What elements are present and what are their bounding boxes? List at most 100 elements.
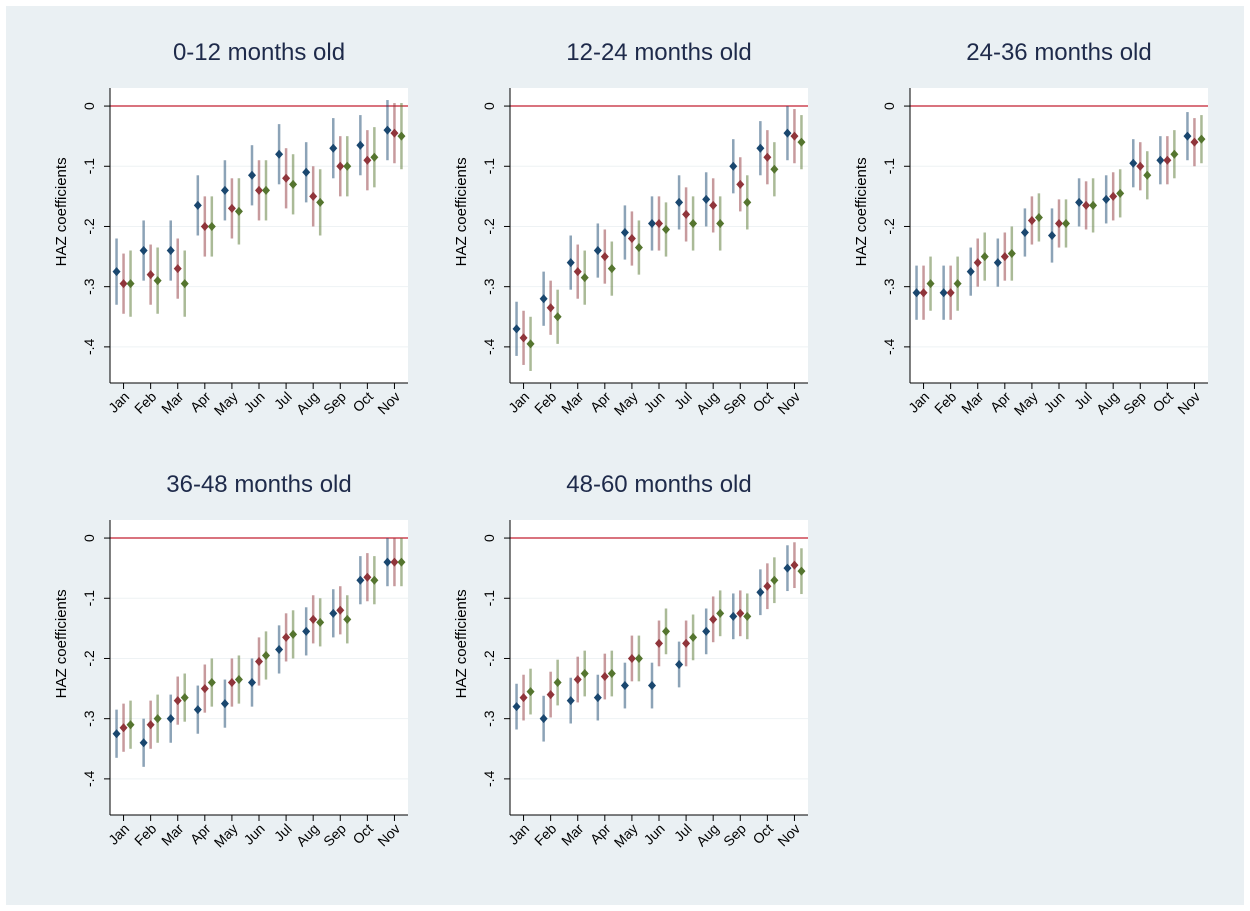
- point: [390, 557, 399, 567]
- point: [973, 258, 982, 268]
- y-tick-label: 0: [81, 102, 97, 110]
- point: [783, 128, 792, 138]
- point: [1075, 197, 1084, 207]
- point: [593, 693, 602, 703]
- point: [620, 681, 629, 691]
- point: [648, 681, 656, 691]
- panel-title: 24-36 months old: [966, 39, 1151, 66]
- point: [139, 246, 148, 256]
- point: [716, 218, 725, 228]
- point: [227, 678, 236, 688]
- point: [539, 294, 548, 304]
- y-axis-label: HAZ coefficients: [453, 157, 470, 266]
- point: [356, 575, 365, 585]
- y-tick-label: -.3: [81, 710, 97, 727]
- point: [193, 200, 202, 210]
- point: [682, 638, 691, 648]
- y-tick-label: -.4: [81, 770, 97, 787]
- point: [634, 653, 643, 663]
- point: [770, 164, 779, 174]
- point: [126, 279, 135, 289]
- point: [207, 221, 216, 231]
- point: [546, 303, 555, 313]
- point: [363, 572, 372, 582]
- y-tick-label: -.1: [81, 590, 97, 607]
- point: [519, 693, 528, 703]
- point: [166, 714, 175, 724]
- point: [939, 288, 948, 298]
- point: [620, 227, 629, 237]
- point: [112, 729, 121, 739]
- point: [926, 279, 935, 289]
- y-tick-label: -.2: [881, 218, 897, 235]
- point: [675, 197, 684, 207]
- point: [1034, 212, 1043, 222]
- point: [662, 224, 670, 234]
- panel-title: 36-48 months old: [166, 471, 351, 498]
- point: [262, 185, 270, 195]
- point: [220, 699, 229, 709]
- point: [736, 179, 745, 189]
- point: [980, 252, 989, 262]
- point: [702, 626, 711, 636]
- panel: 0-12 months old HAZ coefficients 0 -.1 -.2 -.…: [53, 39, 408, 418]
- point: [689, 632, 698, 642]
- y-tick-label: -.2: [481, 218, 497, 235]
- point: [1116, 188, 1125, 198]
- point: [790, 131, 799, 141]
- point: [783, 563, 792, 573]
- point: [675, 659, 684, 669]
- point: [702, 194, 711, 204]
- point: [797, 137, 806, 147]
- point: [1143, 170, 1152, 180]
- point: [309, 191, 318, 201]
- point: [539, 714, 548, 724]
- y-axis-label: HAZ coefficients: [453, 589, 470, 698]
- point: [648, 218, 656, 228]
- y-tick-label: -.2: [81, 650, 97, 667]
- point: [282, 173, 291, 183]
- y-tick-label: -.4: [81, 338, 97, 355]
- point: [689, 218, 698, 228]
- point: [173, 696, 182, 706]
- point: [566, 696, 575, 706]
- point: [343, 161, 352, 171]
- point: [682, 209, 691, 219]
- point: [593, 246, 602, 256]
- point: [1190, 137, 1199, 147]
- y-axis-label: HAZ coefficients: [53, 157, 70, 266]
- point: [146, 720, 155, 730]
- y-tick-label: -.2: [81, 218, 97, 235]
- point: [716, 608, 725, 618]
- point: [953, 279, 962, 289]
- y-tick-label: 0: [81, 534, 97, 542]
- point: [1048, 231, 1056, 240]
- point: [1102, 194, 1111, 204]
- point: [289, 629, 298, 639]
- y-tick-label: -.4: [481, 338, 497, 355]
- point: [248, 678, 256, 688]
- point: [153, 714, 162, 724]
- point: [126, 720, 135, 730]
- point: [234, 206, 243, 216]
- point: [919, 288, 928, 298]
- point: [309, 614, 318, 624]
- point: [743, 611, 752, 621]
- point: [600, 252, 609, 262]
- point: [234, 675, 243, 685]
- point: [512, 324, 521, 334]
- point: [336, 161, 345, 171]
- point: [566, 258, 575, 268]
- point: [512, 702, 521, 712]
- point: [662, 626, 670, 636]
- point: [139, 738, 148, 748]
- point: [356, 140, 365, 150]
- point: [763, 581, 772, 591]
- point: [193, 705, 202, 715]
- point: [655, 218, 663, 228]
- point: [397, 131, 406, 141]
- point: [573, 267, 582, 277]
- point: [329, 143, 338, 153]
- point: [993, 258, 1002, 268]
- point: [1089, 200, 1098, 210]
